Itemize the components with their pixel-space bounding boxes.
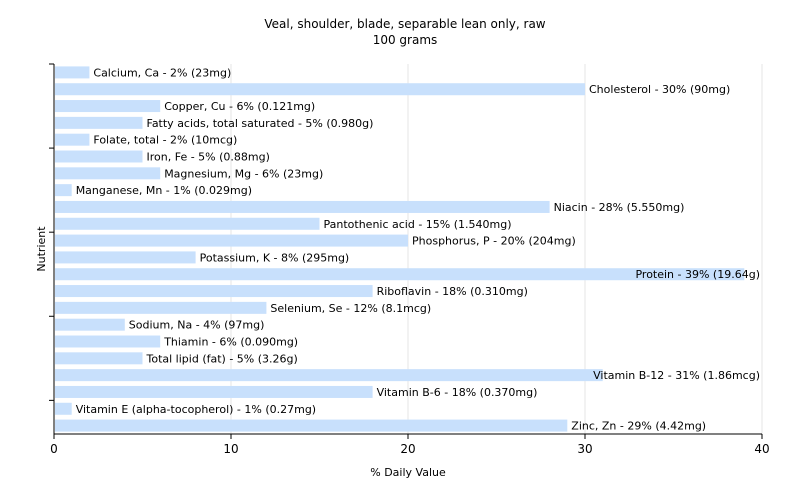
bar [55,285,373,298]
chart-subtitle: 100 grams [373,33,438,47]
bar-label: Calcium, Ca - 2% (23mg) [93,66,231,79]
bars [55,66,745,432]
bar [55,116,143,129]
bar [55,318,125,331]
bar [55,100,161,113]
bar-label: Selenium, Se - 12% (8.1mcg) [270,302,431,315]
x-tick-label: 30 [577,442,592,456]
bar-label: Copper, Cu - 6% (0.121mg) [164,100,315,113]
bar [55,352,143,365]
bar [55,83,585,96]
bar [55,268,745,281]
bar-label: Cholesterol - 30% (90mg) [589,83,730,96]
bar [55,167,161,180]
bar [55,234,408,247]
x-tick-label: 20 [400,442,415,456]
y-axis-ticks [49,63,54,401]
bar-label: Pantothenic acid - 15% (1.540mg) [324,218,512,231]
bar-label: Total lipid (fat) - 5% (3.26g) [146,352,298,365]
bar-label: Manganese, Mn - 1% (0.029mg) [76,184,252,197]
x-axis-ticks: 0 10 20 30 40 [50,434,770,456]
bar-labels: Calcium, Ca - 2% (23mg) Cholesterol - 30%… [76,66,760,432]
bar [55,66,90,79]
bar-label: Fatty acids, total saturated - 5% (0.980… [147,117,374,130]
bar-label: Niacin - 28% (5.550mg) [554,201,685,214]
x-axis-title: % Daily Value [370,466,446,479]
y-axis-title: Nutrient [35,226,48,272]
bar [55,369,603,382]
chart-title: Veal, shoulder, blade, separable lean on… [264,17,545,31]
bar [55,385,373,398]
bar-label: Zinc, Zn - 29% (4.42mg) [571,420,706,433]
bar [55,419,568,432]
bar-label: Iron, Fe - 5% (0.88mg) [147,151,270,164]
bar [55,251,196,264]
bar-label: Vitamin B-12 - 31% (1.86mcg) [593,369,760,382]
bar-label: Phosphorus, P - 20% (204mg) [412,235,576,248]
bar-label: Riboflavin - 18% (0.310mg) [377,285,528,298]
bar-label: Vitamin B-6 - 18% (0.370mg) [377,386,538,399]
x-tick-label: 40 [754,442,769,456]
bar [55,301,267,314]
bar-label: Protein - 39% (19.64g) [635,268,760,281]
bar [55,402,72,415]
bar [55,184,72,197]
bar [55,200,550,213]
bar-label: Folate, total - 2% (10mcg) [93,134,237,147]
bar-label: Sodium, Na - 4% (97mg) [129,319,265,332]
bar [55,133,90,146]
bar-label: Magnesium, Mg - 6% (23mg) [164,167,323,180]
bar [55,150,143,163]
x-tick-label: 10 [223,442,238,456]
bar [55,335,161,348]
bar-label: Vitamin E (alpha-tocopherol) - 1% (0.27m… [76,403,316,416]
bar-label: Thiamin - 6% (0.090mg) [163,336,298,349]
x-tick-label: 0 [50,442,58,456]
bar [55,217,320,230]
bar-label: Potassium, K - 8% (295mg) [200,251,350,264]
